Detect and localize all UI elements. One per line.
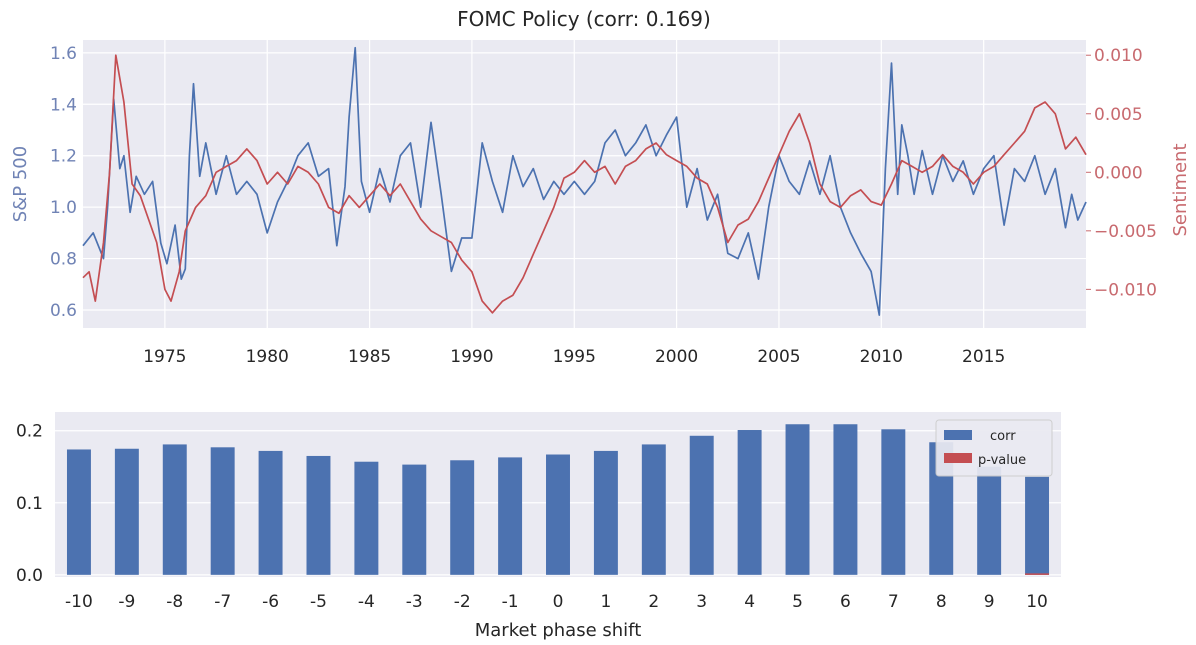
legend-swatch-corr xyxy=(944,430,972,440)
bottom-x-tick-label: -10 xyxy=(65,592,93,612)
top-y-axis-label: S&P 500 xyxy=(10,146,31,222)
corr-bar xyxy=(833,424,858,575)
corr-bar xyxy=(1025,476,1050,575)
corr-bar xyxy=(881,429,906,575)
corr-bar xyxy=(402,464,427,575)
top-y-tick-labels: 0.6 0.8 1.0 1.2 1.4 1.6 xyxy=(50,44,77,321)
top-y-tick-label: 1.2 xyxy=(50,147,77,167)
top-series-lines xyxy=(82,46,1087,316)
bottom-x-tick-label: 5 xyxy=(792,592,803,612)
bottom-x-tick-label: 7 xyxy=(888,592,899,612)
bottom-y-tick-label: 0.1 xyxy=(16,494,43,514)
corr-bar xyxy=(306,455,331,575)
corr-bar xyxy=(498,457,523,575)
top-y2-tick-label: 0.005 xyxy=(1094,105,1143,125)
corr-bar xyxy=(210,447,235,575)
legend-label-corr: corr xyxy=(990,429,1016,444)
top-x-tick-label: 1975 xyxy=(143,347,186,367)
corr-bar xyxy=(785,424,810,575)
bottom-x-tick-label: 3 xyxy=(696,592,707,612)
top-plot-area xyxy=(83,40,1086,328)
p-value-bar xyxy=(1025,573,1050,575)
bottom-x-tick-label: -4 xyxy=(358,592,375,612)
corr-bar xyxy=(689,435,714,575)
bottom-x-tick-label: -5 xyxy=(310,592,327,612)
top-y-tick-label: 1.4 xyxy=(50,95,77,115)
top-x-tick-label: 1985 xyxy=(348,347,391,367)
bottom-x-tick-label: 9 xyxy=(984,592,995,612)
bottom-x-tick-label: 4 xyxy=(744,592,755,612)
bottom-x-axis-label: Market phase shift xyxy=(475,620,642,641)
top-y2-tick-label: −0.010 xyxy=(1094,280,1157,300)
corr-bar xyxy=(450,460,475,575)
bottom-chart: -10 -9 -8 -7 -6 -5 -4 -3 -2 -1 0 1 2 3 4 5 6 7 8 9 10 0.00.1… xyxy=(16,412,1061,641)
bottom-x-tick-labels: -10 -9 -8 -7 -6 -5 -4 -3 -2 -1 0 1 2 3 4 5 6 7 8 9 10 xyxy=(65,592,1048,612)
top-x-tick-label: 2015 xyxy=(962,347,1005,367)
top-x-tick-label: 2010 xyxy=(860,347,903,367)
corr-bar xyxy=(114,448,139,575)
bottom-x-tick-label: 6 xyxy=(840,592,851,612)
legend-swatch-p-value xyxy=(944,453,972,463)
corr-bar xyxy=(593,450,618,575)
corr-bar xyxy=(162,444,187,575)
top-x-tick-labels: 1975 1980 1985 1990 1995 2000 2005 2010 2015 xyxy=(143,347,1005,367)
corr-bar xyxy=(354,461,379,575)
bottom-x-tick-label: -7 xyxy=(214,592,231,612)
corr-bar xyxy=(641,444,666,575)
bottom-x-tick-label: -8 xyxy=(166,592,183,612)
bottom-y-tick-label: 0.0 xyxy=(16,566,43,586)
top-y-tick-label: 1.6 xyxy=(50,44,77,64)
corr-bar xyxy=(546,454,570,575)
top-y2-tick-label: −0.005 xyxy=(1094,222,1157,242)
top-chart-title: FOMC Policy (corr: 0.169) xyxy=(457,7,711,31)
bottom-x-tick-label: -1 xyxy=(502,592,519,612)
bottom-x-tick-label: 2 xyxy=(648,592,659,612)
sp500-line xyxy=(82,46,1087,316)
top-y2-axis-label: Sentiment xyxy=(1170,143,1191,236)
legend-label-p-value: p-value xyxy=(978,453,1026,468)
bottom-bars xyxy=(66,424,1050,575)
bottom-x-tick-label: -3 xyxy=(406,592,423,612)
bottom-x-tick-label: 1 xyxy=(600,592,611,612)
sentiment-line xyxy=(82,54,1087,314)
bottom-y-tick-label: 0.2 xyxy=(16,422,43,442)
top-y2-tick-labels: −0.010 −0.005 0.000 0.005 0.010 xyxy=(1086,46,1157,300)
top-x-tick-label: 1980 xyxy=(246,347,289,367)
top-y2-tick-label: 0.000 xyxy=(1094,163,1143,183)
bottom-x-tick-label: -6 xyxy=(262,592,279,612)
top-chart: 1975 1980 1985 1990 1995 2000 2005 2010 2015 0.6… xyxy=(10,7,1191,367)
corr-bar xyxy=(977,466,1002,575)
top-x-tick-label: 2000 xyxy=(655,347,698,367)
top-gridlines xyxy=(83,40,1086,328)
corr-bar xyxy=(258,450,283,575)
top-y-tick-label: 1.0 xyxy=(50,198,77,218)
bottom-y-tick-labels: 0.0 0.1 0.2 xyxy=(16,422,43,586)
top-y2-tick-label: 0.010 xyxy=(1094,46,1143,66)
top-x-tick-label: 1990 xyxy=(450,347,493,367)
top-x-tick-label: 1995 xyxy=(553,347,596,367)
top-x-tick-label: 2005 xyxy=(757,347,800,367)
top-y-tick-label: 0.8 xyxy=(50,250,77,270)
bottom-x-tick-label: -9 xyxy=(118,592,135,612)
bottom-x-tick-label: -2 xyxy=(454,592,471,612)
bottom-x-tick-label: 8 xyxy=(936,592,947,612)
corr-bar xyxy=(737,430,762,575)
legend: corr p-value xyxy=(935,419,1053,477)
corr-bar xyxy=(66,449,91,575)
top-y-tick-label: 0.6 xyxy=(50,301,77,321)
bottom-x-tick-label: 10 xyxy=(1026,592,1048,612)
bottom-x-tick-label: 0 xyxy=(553,592,564,612)
